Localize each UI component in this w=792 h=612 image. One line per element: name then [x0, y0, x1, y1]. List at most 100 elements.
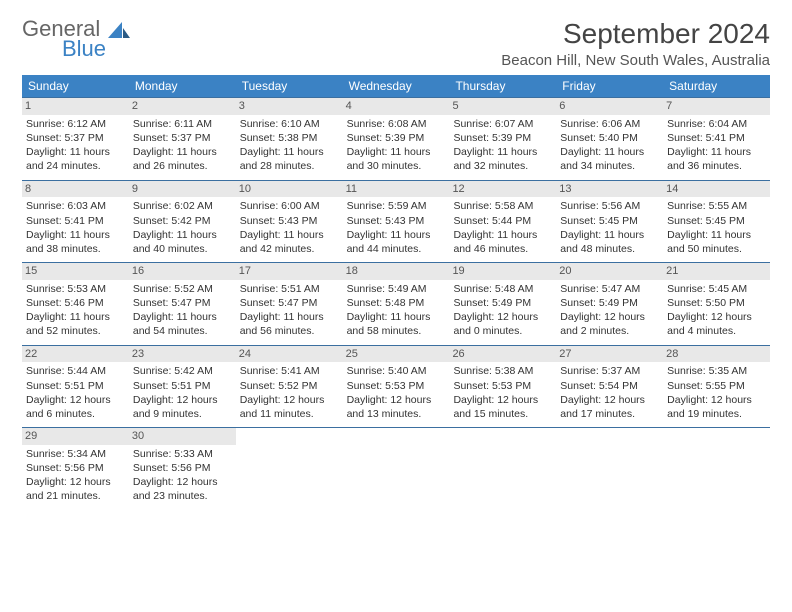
- day-detail-line: Sunset: 5:45 PM: [560, 214, 659, 228]
- day-number: 11: [343, 181, 450, 198]
- day-detail-line: Daylight: 12 hours: [133, 393, 232, 407]
- day-detail-line: Sunset: 5:49 PM: [453, 296, 552, 310]
- day-number: 9: [129, 181, 236, 198]
- day-header: Thursday: [449, 75, 556, 97]
- day-cell: 2Sunrise: 6:11 AMSunset: 5:37 PMDaylight…: [129, 98, 236, 180]
- day-detail-line: and 32 minutes.: [453, 159, 552, 173]
- day-detail-line: Sunset: 5:37 PM: [133, 131, 232, 145]
- day-detail-line: Sunrise: 6:07 AM: [453, 117, 552, 131]
- day-cell: 22Sunrise: 5:44 AMSunset: 5:51 PMDayligh…: [22, 346, 129, 428]
- day-detail-line: Daylight: 12 hours: [26, 393, 125, 407]
- day-detail-line: Sunset: 5:52 PM: [240, 379, 339, 393]
- day-cell: 18Sunrise: 5:49 AMSunset: 5:48 PMDayligh…: [343, 263, 450, 345]
- day-detail-line: Sunset: 5:55 PM: [667, 379, 766, 393]
- day-number: 29: [22, 428, 129, 445]
- day-detail-line: Sunrise: 5:55 AM: [667, 199, 766, 213]
- day-detail-line: and 2 minutes.: [560, 324, 659, 338]
- day-header: Wednesday: [343, 75, 450, 97]
- day-number: 16: [129, 263, 236, 280]
- day-detail-line: Daylight: 12 hours: [453, 310, 552, 324]
- day-detail-line: and 15 minutes.: [453, 407, 552, 421]
- day-detail-line: and 11 minutes.: [240, 407, 339, 421]
- day-number: 25: [343, 346, 450, 363]
- day-header: Tuesday: [236, 75, 343, 97]
- day-cell: 15Sunrise: 5:53 AMSunset: 5:46 PMDayligh…: [22, 263, 129, 345]
- day-detail-line: Sunrise: 6:08 AM: [347, 117, 446, 131]
- day-cell: 27Sunrise: 5:37 AMSunset: 5:54 PMDayligh…: [556, 346, 663, 428]
- day-detail-line: Sunset: 5:43 PM: [240, 214, 339, 228]
- day-cell: 11Sunrise: 5:59 AMSunset: 5:43 PMDayligh…: [343, 181, 450, 263]
- day-detail-line: Sunrise: 6:06 AM: [560, 117, 659, 131]
- day-detail-line: and 4 minutes.: [667, 324, 766, 338]
- day-detail-line: Sunrise: 5:59 AM: [347, 199, 446, 213]
- day-cell: 25Sunrise: 5:40 AMSunset: 5:53 PMDayligh…: [343, 346, 450, 428]
- day-detail-line: Sunrise: 5:35 AM: [667, 364, 766, 378]
- day-detail-line: Daylight: 11 hours: [133, 145, 232, 159]
- day-detail-line: and 28 minutes.: [240, 159, 339, 173]
- day-number: 27: [556, 346, 663, 363]
- day-number: 14: [663, 181, 770, 198]
- day-detail-line: and 52 minutes.: [26, 324, 125, 338]
- day-detail-line: Sunrise: 6:02 AM: [133, 199, 232, 213]
- day-number: 8: [22, 181, 129, 198]
- day-detail-line: Daylight: 11 hours: [26, 145, 125, 159]
- day-cell: 6Sunrise: 6:06 AMSunset: 5:40 PMDaylight…: [556, 98, 663, 180]
- day-detail-line: Daylight: 11 hours: [667, 228, 766, 242]
- day-detail-line: Sunset: 5:47 PM: [240, 296, 339, 310]
- day-detail-line: and 17 minutes.: [560, 407, 659, 421]
- day-number: 23: [129, 346, 236, 363]
- weeks-container: 1Sunrise: 6:12 AMSunset: 5:37 PMDaylight…: [22, 97, 770, 510]
- day-number: 20: [556, 263, 663, 280]
- header: General Blue September 2024 Beacon Hill,…: [22, 18, 770, 69]
- day-cell: 19Sunrise: 5:48 AMSunset: 5:49 PMDayligh…: [449, 263, 556, 345]
- day-detail-line: Daylight: 12 hours: [347, 393, 446, 407]
- day-detail-line: and 34 minutes.: [560, 159, 659, 173]
- title-block: September 2024 Beacon Hill, New South Wa…: [501, 18, 770, 69]
- day-cell: 9Sunrise: 6:02 AMSunset: 5:42 PMDaylight…: [129, 181, 236, 263]
- day-cell: 12Sunrise: 5:58 AMSunset: 5:44 PMDayligh…: [449, 181, 556, 263]
- day-detail-line: and 46 minutes.: [453, 242, 552, 256]
- day-detail-line: Sunset: 5:51 PM: [26, 379, 125, 393]
- day-detail-line: Daylight: 11 hours: [26, 310, 125, 324]
- day-number: 18: [343, 263, 450, 280]
- day-detail-line: Daylight: 12 hours: [667, 310, 766, 324]
- day-detail-line: Sunrise: 5:49 AM: [347, 282, 446, 296]
- day-detail-line: Sunset: 5:43 PM: [347, 214, 446, 228]
- day-number: 28: [663, 346, 770, 363]
- day-cell: 8Sunrise: 6:03 AMSunset: 5:41 PMDaylight…: [22, 181, 129, 263]
- day-cell: 29Sunrise: 5:34 AMSunset: 5:56 PMDayligh…: [22, 428, 129, 510]
- day-detail-line: Daylight: 11 hours: [667, 145, 766, 159]
- day-detail-line: Sunrise: 5:48 AM: [453, 282, 552, 296]
- day-cell: 4Sunrise: 6:08 AMSunset: 5:39 PMDaylight…: [343, 98, 450, 180]
- day-detail-line: and 36 minutes.: [667, 159, 766, 173]
- month-title: September 2024: [501, 18, 770, 50]
- day-number: 22: [22, 346, 129, 363]
- day-detail-line: Daylight: 11 hours: [453, 228, 552, 242]
- day-detail-line: Daylight: 11 hours: [347, 310, 446, 324]
- day-detail-line: Sunrise: 6:04 AM: [667, 117, 766, 131]
- day-detail-line: Sunrise: 5:44 AM: [26, 364, 125, 378]
- day-detail-line: and 44 minutes.: [347, 242, 446, 256]
- day-number: 7: [663, 98, 770, 115]
- day-header: Sunday: [22, 75, 129, 97]
- day-detail-line: Daylight: 11 hours: [347, 228, 446, 242]
- day-number: 6: [556, 98, 663, 115]
- week-row: 22Sunrise: 5:44 AMSunset: 5:51 PMDayligh…: [22, 345, 770, 428]
- day-cell: 24Sunrise: 5:41 AMSunset: 5:52 PMDayligh…: [236, 346, 343, 428]
- day-detail-line: and 42 minutes.: [240, 242, 339, 256]
- day-detail-line: and 9 minutes.: [133, 407, 232, 421]
- day-detail-line: Sunset: 5:54 PM: [560, 379, 659, 393]
- day-number: 1: [22, 98, 129, 115]
- day-number: 17: [236, 263, 343, 280]
- day-number: 13: [556, 181, 663, 198]
- day-detail-line: Daylight: 12 hours: [560, 393, 659, 407]
- day-header: Saturday: [663, 75, 770, 97]
- day-cell: [556, 428, 663, 510]
- day-cell: [236, 428, 343, 510]
- day-cell: [663, 428, 770, 510]
- location: Beacon Hill, New South Wales, Australia: [501, 52, 770, 69]
- day-cell: 16Sunrise: 5:52 AMSunset: 5:47 PMDayligh…: [129, 263, 236, 345]
- day-detail-line: and 40 minutes.: [133, 242, 232, 256]
- day-cell: 10Sunrise: 6:00 AMSunset: 5:43 PMDayligh…: [236, 181, 343, 263]
- day-detail-line: Sunrise: 6:00 AM: [240, 199, 339, 213]
